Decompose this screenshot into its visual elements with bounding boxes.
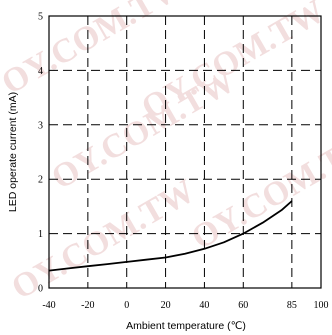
grid [49, 16, 321, 288]
x-tick-label: -20 [81, 300, 94, 311]
series-line [48, 200, 293, 272]
x-tick-label: 85 [287, 300, 297, 311]
y-tick-label: 1 [38, 229, 43, 240]
y-tick-label: 2 [38, 175, 43, 186]
x-tick-label: 60 [238, 300, 248, 311]
y-tick-label: 0 [38, 284, 43, 295]
x-tick-labels: -40 -20 0 20 40 60 85 100 [42, 300, 328, 311]
y-tick-label: 4 [38, 66, 43, 77]
y-tick-label: 3 [38, 120, 43, 131]
y-tick-label: 5 [38, 12, 43, 23]
x-tick-label: 20 [161, 300, 171, 311]
x-tick-label: 0 [124, 300, 129, 311]
y-axis-label: LED operate current (mA) [7, 92, 19, 212]
watermark-text: OY.COM.TW [136, 0, 332, 127]
watermark-text: OY.COM.TW [186, 123, 332, 257]
x-tick-label: 40 [199, 300, 209, 311]
plot-frame [48, 15, 322, 289]
x-tick-label: 100 [314, 300, 329, 311]
series-lines [48, 200, 293, 272]
x-axis-label: Ambient temperature (℃) [126, 320, 246, 332]
y-tick-labels: 0 1 2 3 4 5 [38, 12, 43, 295]
x-tick-label: -40 [42, 300, 55, 311]
watermark-text: OY.COM.TW [6, 173, 202, 307]
